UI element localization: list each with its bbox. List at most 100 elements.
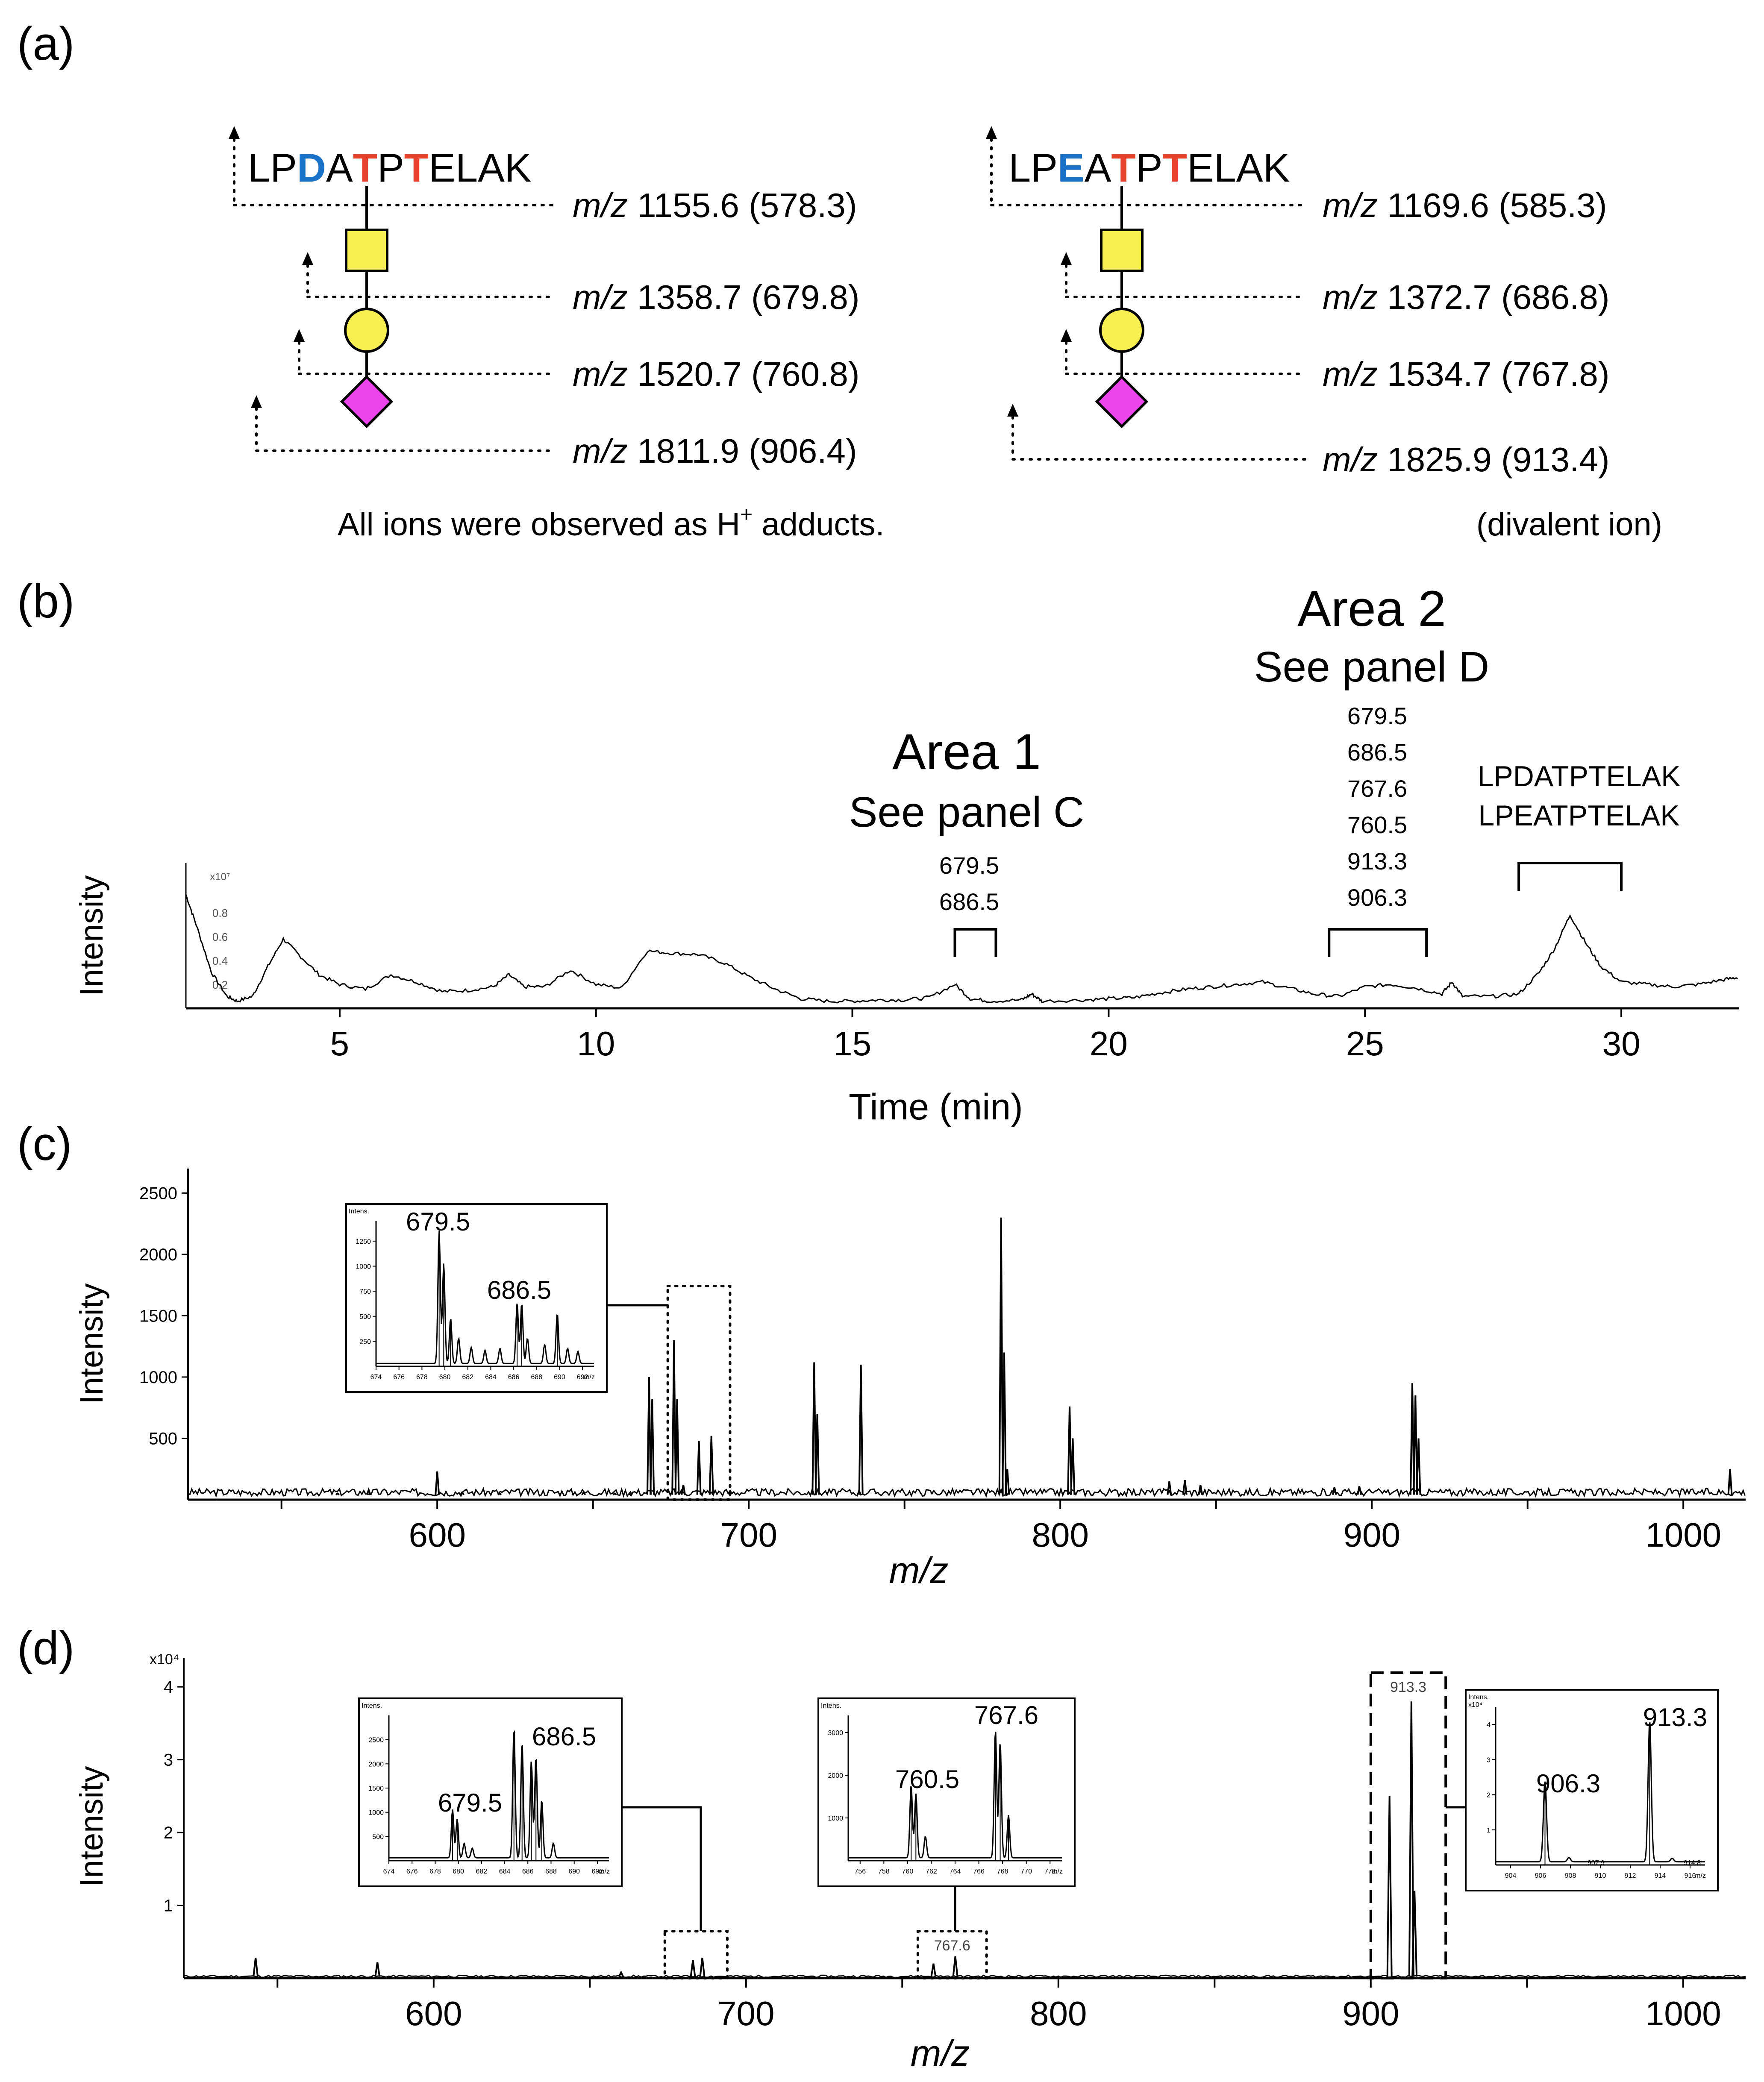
inset-d2-peak-label-1: 767.6 xyxy=(974,1701,1038,1730)
inset-d1-x-tick-label-4: 682 xyxy=(476,1868,487,1875)
fragment-mz-value: 1155.6 (578.3) xyxy=(628,186,857,224)
panel-label-b: (b) xyxy=(17,575,74,628)
box-label-913: 913.3 xyxy=(1390,1679,1426,1695)
inset-d1-y-tick-label-3: 2000 xyxy=(368,1761,384,1768)
inset-d1-x-tick-label-0: 674 xyxy=(383,1868,395,1875)
inset-d2-y-tick-label-1: 2000 xyxy=(828,1772,843,1780)
mz-prefix: m/z xyxy=(1323,440,1378,479)
spectrum-peak-2 xyxy=(435,1471,440,1495)
inset-d2-peak-label-0: 760.5 xyxy=(895,1765,959,1794)
spectrum-peak-13 xyxy=(696,1441,702,1495)
inset-c-x-tick-label-3: 680 xyxy=(439,1374,451,1381)
area2-mz-5: 906.3 xyxy=(1347,884,1407,911)
spectrum-peak-27 xyxy=(1357,1486,1362,1495)
inset-d2-x-tick-label-1: 758 xyxy=(878,1868,890,1875)
inset-d1-connector xyxy=(622,1806,702,1931)
mass-spectrum-panel-c: 600 700 800 900 1000 500 1000 1500 2000 2500 m/z In… xyxy=(74,1169,1746,1591)
area2-mz-3: 760.5 xyxy=(1347,811,1407,838)
spectrum-peak-5 xyxy=(581,1491,586,1495)
x-tick-label-4: 1000 xyxy=(1645,1994,1721,2032)
inset-d1-trace xyxy=(388,1730,609,1859)
fragment-mz-label-left-3: m/z 1811.9 (906.4) xyxy=(573,432,857,470)
spectrum-peak-0 xyxy=(335,1492,340,1496)
fragment-mz-label-left-2: m/z 1520.7 (760.8) xyxy=(573,355,860,393)
spectrum-peak-30 xyxy=(1416,1438,1421,1495)
inset-d2-y-tick-label-2: 3000 xyxy=(828,1730,843,1737)
peptide-label-1: LPEATPTELAK xyxy=(1478,799,1679,832)
x-tick-label-0: 5 xyxy=(330,1025,350,1063)
spectrum-peak-5 xyxy=(930,1963,937,1977)
inset-d1-y-tick-label-4: 2500 xyxy=(368,1737,384,1744)
spectrum-peak-1 xyxy=(374,1962,381,1977)
spectrum-peak-17 xyxy=(858,1365,864,1495)
mz-prefix: m/z xyxy=(1323,186,1378,224)
y-tick-label-1: 1000 xyxy=(139,1368,177,1387)
inset-c-x-tick-label-5: 684 xyxy=(485,1374,497,1381)
spectrum-peak-14 xyxy=(709,1436,714,1495)
spectrum-peak-31 xyxy=(1727,1469,1733,1495)
zoom-region-box-1 xyxy=(663,1930,729,1979)
x-tick-label-1: 700 xyxy=(720,1516,777,1554)
y-exponent-label: x10⁷ xyxy=(210,871,230,883)
inset-d1-x-tick-label-8: 690 xyxy=(568,1868,580,1875)
inset-d1-y-tick-label-1: 1000 xyxy=(368,1809,384,1817)
inset-c-x-tick-label-8: 690 xyxy=(554,1374,565,1381)
area1-subtitle: See panel C xyxy=(849,788,1084,836)
spectrum-peak-23 xyxy=(1167,1481,1172,1495)
y-exponent-label: x10⁴ xyxy=(150,1651,179,1668)
inset-d2-trace xyxy=(847,1731,1062,1859)
y-tick-label-4: 2500 xyxy=(139,1184,177,1203)
y-tick-label-3: 2000 xyxy=(139,1245,177,1264)
x-tick-label-4: 25 xyxy=(1346,1025,1384,1063)
y-tick-label-2: 3 xyxy=(164,1751,173,1770)
area1-mz-0: 679.5 xyxy=(939,852,999,879)
fragment-mz-value: 1534.7 (767.8) xyxy=(1378,355,1610,393)
inset-c-y-tick-label-0: 250 xyxy=(359,1338,371,1345)
inset-d1-peak-label-1: 686.5 xyxy=(532,1722,596,1751)
spectrum-peak-22 xyxy=(1070,1438,1076,1495)
inset-d3-trace xyxy=(1495,1722,1705,1863)
x-tick-label-1: 10 xyxy=(577,1025,615,1063)
spectrum-peak-9 xyxy=(650,1399,655,1495)
peptide-residue-right-1: E xyxy=(1058,145,1085,190)
inset-d1-x-tick-label-3: 680 xyxy=(453,1868,464,1875)
x-tick-label-5: 30 xyxy=(1602,1025,1641,1063)
spectrum-peak-29 xyxy=(1413,1395,1418,1495)
inset-d1-peak-label-0: 679.5 xyxy=(438,1788,502,1817)
fragment-arrowhead-left-0 xyxy=(229,126,240,139)
fragment-mz-value: 1358.7 (679.8) xyxy=(628,278,860,316)
inset-d2-y-tick-label-0: 1000 xyxy=(828,1815,843,1822)
box-label-767: 767.6 xyxy=(934,1938,970,1954)
spectrum-peak-25 xyxy=(1198,1485,1203,1495)
spectrum-peak-3 xyxy=(459,1491,465,1495)
x-tick-label-0: 600 xyxy=(405,1994,462,2032)
inset-d3-small-label-1: 914.8 xyxy=(1684,1859,1701,1867)
inset-d3-y-tick-label-3: 4 xyxy=(1487,1721,1491,1729)
inset-d1-x-tick-label-2: 678 xyxy=(429,1868,441,1875)
inset-c-x-tick-label-0: 674 xyxy=(370,1374,382,1381)
inset-c-x-tick-label-1: 676 xyxy=(393,1374,405,1381)
inset-d2-x-tick-label-5: 766 xyxy=(973,1868,985,1875)
chromatogram-trace xyxy=(185,894,1738,1004)
x-tick-label-2: 15 xyxy=(833,1025,871,1063)
panel-label-c: (c) xyxy=(17,1118,72,1170)
y-tick-label-3: 4 xyxy=(164,1678,173,1697)
fragment-mz-value: 1811.9 (906.4) xyxy=(628,432,857,470)
inset-c-y-tick-label-3: 1000 xyxy=(356,1263,371,1271)
mz-prefix: m/z xyxy=(573,278,628,316)
peptide-residue-right-5: T xyxy=(1163,145,1187,190)
fragment-mz-label-right-3: m/z 1825.9 (913.4) xyxy=(1323,440,1610,479)
fragment-arrowhead-right-3 xyxy=(1007,404,1018,417)
inset-d3-x-tick-label-6: 916 xyxy=(1685,1872,1696,1879)
mz-prefix: m/z xyxy=(573,355,628,393)
gal-circle-icon xyxy=(344,308,389,353)
spectrum-peak-20 xyxy=(1005,1469,1010,1495)
inset-d1-y-tick-label-2: 1500 xyxy=(368,1785,384,1792)
mz-prefix: m/z xyxy=(1323,355,1378,393)
y-tick-label-1: 0.4 xyxy=(212,954,228,967)
spectrum-peak-24 xyxy=(1182,1480,1188,1495)
y-tick-label-3: 0.8 xyxy=(212,907,228,919)
